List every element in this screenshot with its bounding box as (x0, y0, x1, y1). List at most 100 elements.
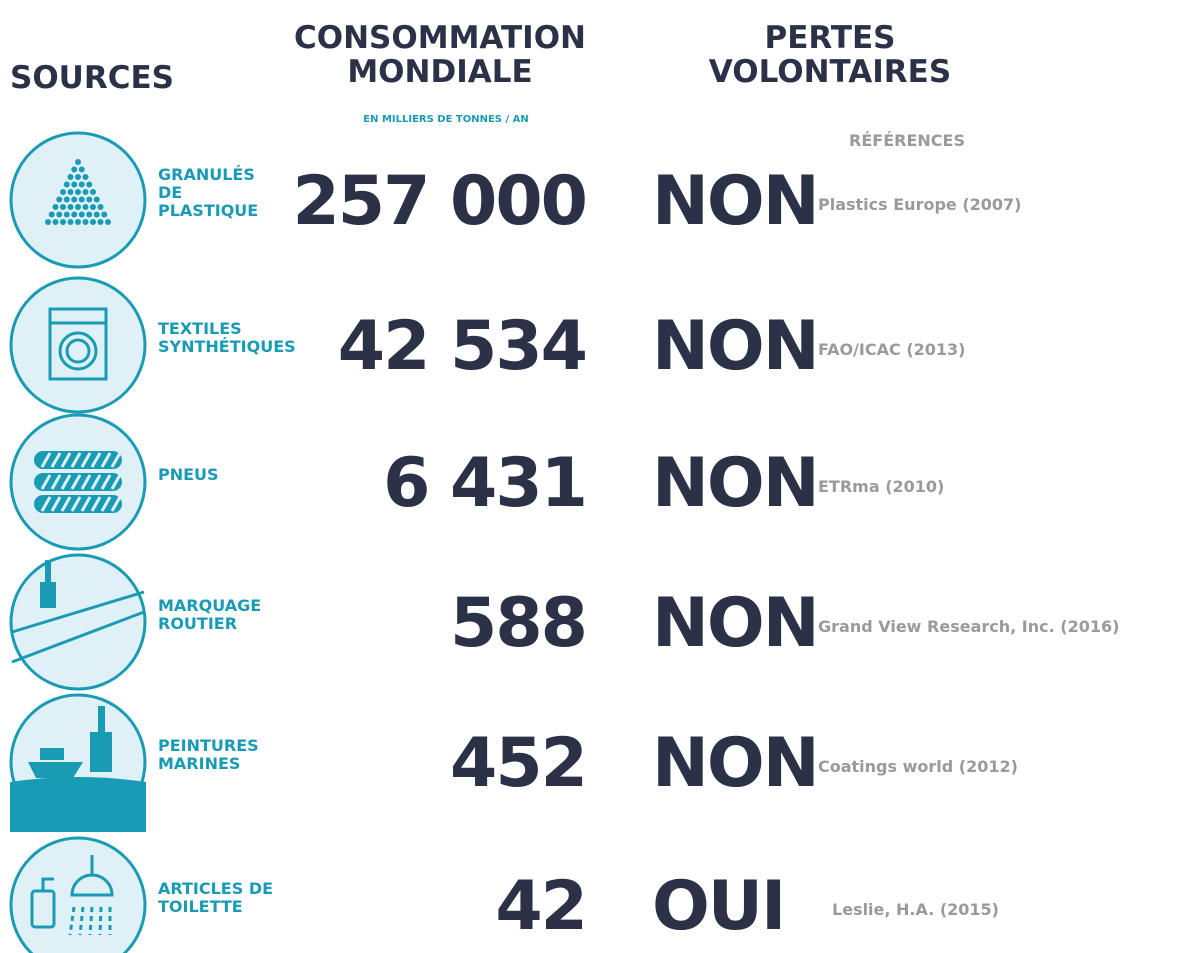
icon-tread (90, 496, 102, 512)
icon-tread (90, 452, 102, 468)
icon-dot (71, 166, 78, 173)
icon-tread (60, 474, 72, 490)
reference: Grand View Research, Inc. (2016) (818, 617, 1119, 636)
icon-tread (100, 474, 112, 490)
reference: ETRma (2010) (818, 477, 944, 496)
icon-dot (71, 181, 78, 188)
icon-tread (70, 452, 82, 468)
icon-tread (100, 452, 112, 468)
icon-dot (101, 211, 108, 218)
header-sources: SOURCES (10, 60, 174, 96)
icon-water (68, 906, 76, 936)
icon-water (88, 906, 94, 936)
icon-dot (75, 219, 81, 225)
icon-dot (60, 219, 66, 225)
icon-dot (60, 189, 66, 195)
icon-tread (40, 496, 52, 512)
icon-dot (67, 219, 74, 225)
voluntary-loss: NON (652, 162, 818, 241)
icon-dot (52, 204, 59, 210)
icon-tread (40, 452, 52, 468)
icon-dot (86, 196, 93, 203)
header-losses: PERTES (764, 20, 895, 56)
icon-water (78, 906, 85, 936)
icon-dot (93, 211, 100, 218)
icon-dot (75, 174, 81, 180)
icon-drum (58, 331, 98, 371)
icon-dot (45, 219, 51, 225)
icon-tread (70, 474, 82, 490)
source-label: ROUTIER (158, 614, 237, 633)
consumption-value: 257 000 (292, 162, 586, 241)
icon-dot (82, 219, 89, 225)
icon-tread (80, 496, 92, 512)
icon-dot (67, 189, 74, 195)
consumption-value: 6 431 (383, 444, 586, 523)
icon-dot (86, 181, 93, 188)
icon-dot (82, 174, 89, 180)
icon-dot (63, 211, 70, 218)
icon-dot (56, 196, 63, 203)
icon-brush (90, 732, 112, 772)
reference: Coatings world (2012) (818, 757, 1018, 776)
icon-tread (40, 474, 52, 490)
icon-dot (52, 219, 59, 225)
icon-pump (41, 877, 54, 891)
icon-dot (71, 196, 78, 203)
icon-tread (50, 452, 62, 468)
reference: Leslie, H.A. (2015) (832, 900, 999, 919)
icon-tread (60, 496, 72, 512)
icon-tread (80, 452, 92, 468)
icon-handle (98, 706, 105, 732)
icon-tread (70, 496, 82, 512)
source-label: PLASTIQUE (158, 201, 258, 220)
icon-tread (100, 496, 112, 512)
source-label: PNEUS (158, 465, 219, 484)
icon-tread (90, 474, 102, 490)
source-label: ARTICLES DE (158, 879, 273, 898)
voluntary-loss: NON (652, 444, 818, 523)
icon-dot (63, 196, 70, 203)
voluntary-loss: OUI (652, 867, 784, 946)
icon-boat (28, 762, 83, 778)
icon-dot (105, 219, 111, 225)
source-label: GRANULÉS (158, 165, 255, 184)
reference: FAO/ICAC (2013) (818, 340, 965, 359)
source-label: SYNTHÉTIQUES (158, 337, 296, 356)
icon-dot (78, 181, 85, 188)
consumption-value: 42 534 (338, 307, 586, 386)
icon-circle (9, 276, 147, 414)
icon-tread (50, 496, 62, 512)
icon-circle (9, 553, 147, 691)
icon-handle (45, 560, 51, 582)
icon-dot (78, 196, 85, 203)
icon-brush (40, 582, 56, 608)
header-unit: EN MILLIERS DE TONNES / AN (363, 114, 528, 125)
voluntary-loss: NON (652, 724, 818, 803)
icon-tread (60, 452, 72, 468)
icon-dot (78, 166, 85, 173)
icon-dot (60, 204, 66, 210)
row: PNEUS 6 431 NON ETRma (2010) (9, 413, 944, 551)
header-references: RÉFÉRENCES (849, 131, 965, 150)
source-label: TEXTILES (158, 319, 242, 338)
reference: Plastics Europe (2007) (818, 195, 1021, 214)
consumption-value: 452 (450, 724, 586, 803)
icon-dot (86, 211, 93, 218)
icon-dot (56, 211, 63, 218)
icon-dot (97, 204, 104, 210)
icon-sea (10, 777, 146, 832)
icon-dot (75, 204, 81, 210)
source-label: MARINES (158, 754, 240, 773)
icon-water (98, 906, 103, 936)
source-label: DE (158, 183, 182, 202)
icon-dot (93, 196, 100, 203)
icon-shower (70, 855, 114, 897)
icon-tread (50, 474, 62, 490)
icon-dot (97, 219, 104, 225)
